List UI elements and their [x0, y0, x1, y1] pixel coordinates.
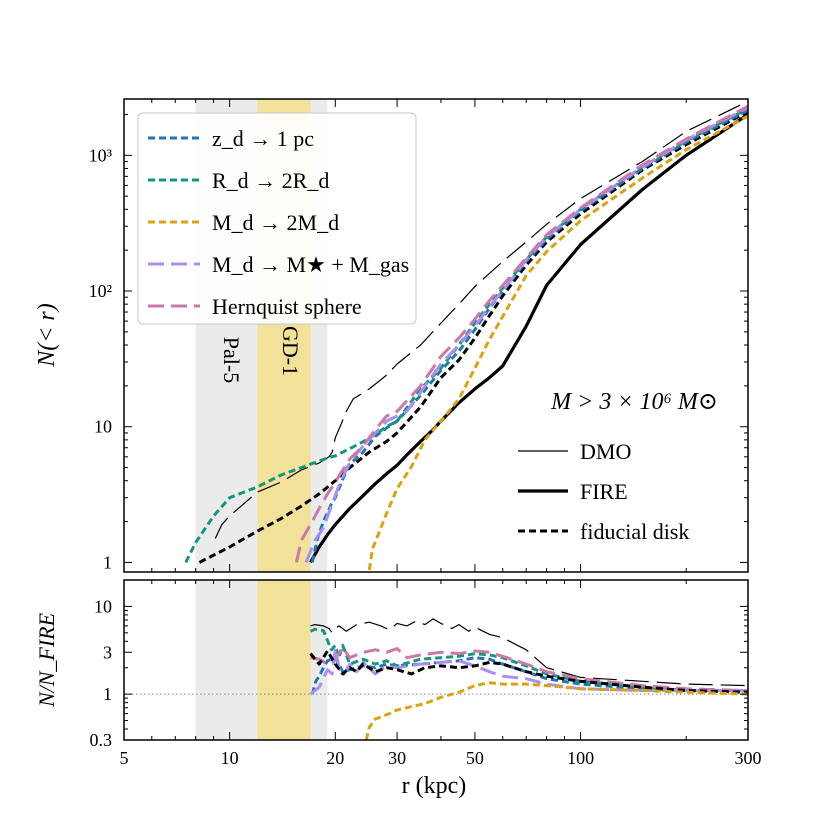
y-tick-label: 10³	[89, 145, 113, 165]
legend-label-Mstar: M_d → M★ + M_gas	[212, 252, 409, 277]
series-hern	[294, 104, 748, 563]
x-tick-label: 5	[120, 748, 129, 768]
series-zd	[310, 656, 748, 695]
bottom-panel-frame	[123, 579, 749, 741]
series-Mstar	[304, 106, 748, 563]
series-Rd	[309, 627, 748, 692]
tick-labels: 5 10 20 30 50 100 300 1 10 10² 10³ 0.3 1 3 10	[89, 145, 762, 768]
y-tick-label: 10	[94, 417, 112, 437]
series-dmo	[214, 100, 748, 539]
x-axis-label: r (kpc)	[402, 773, 467, 799]
legend-label-fire: FIRE	[580, 479, 628, 504]
y-tick-label: 3	[103, 642, 112, 662]
top-panel-series	[184, 100, 748, 571]
series-Md	[364, 681, 748, 740]
band-label-gd1: GD-1	[278, 326, 303, 376]
bottom-ylabel: N/N_FIRE	[34, 612, 59, 708]
series-dmo	[310, 618, 748, 687]
legend-simulations: DMO FIRE fiducial disk	[518, 439, 689, 544]
y-tick-label: 10	[94, 596, 112, 616]
series-Mstar	[309, 647, 748, 696]
top-ylabel: N(< r)	[34, 303, 60, 368]
bottom-panel-series	[309, 618, 748, 740]
y-tick-label: 1	[103, 684, 112, 704]
legend-label-Rd: R_d → 2R_d	[212, 168, 329, 193]
legend-label-dmo: DMO	[580, 439, 631, 464]
y-tick-label: 10²	[89, 281, 112, 301]
legend-label-hern: Hernquist sphere	[212, 294, 362, 319]
x-tick-label: 30	[388, 748, 406, 768]
y-tick-label: 0.3	[90, 730, 113, 750]
x-tick-label: 300	[735, 748, 762, 768]
shaded-bands-bottom	[195, 580, 328, 740]
mass-threshold-annotation: M > 3 × 10⁶ M⊙	[550, 389, 718, 415]
legend-label-Md: M_d → 2M_d	[212, 210, 339, 235]
x-tick-label: 100	[567, 748, 594, 768]
series-fiducial	[309, 649, 748, 694]
band-label-pal5: Pal-5	[219, 337, 244, 383]
series-fiducial	[198, 110, 748, 564]
band-gd1	[257, 580, 311, 740]
x-tick-label: 50	[466, 748, 484, 768]
top-panel-frame	[123, 98, 749, 573]
x-tick-label: 20	[326, 748, 344, 768]
series-hern	[310, 646, 748, 692]
series-Md	[367, 114, 748, 571]
legend-label-fiducial: fiducial disk	[580, 519, 689, 544]
y-tick-label: 1	[103, 552, 112, 572]
legend: z_d → 1 pc R_d → 2R_d M_d → 2M_d M_d → M★ +…	[137, 112, 417, 325]
x-tick-label: 10	[221, 748, 239, 768]
series-zd	[310, 108, 748, 563]
legend-label-zd: z_d → 1 pc	[212, 126, 314, 151]
